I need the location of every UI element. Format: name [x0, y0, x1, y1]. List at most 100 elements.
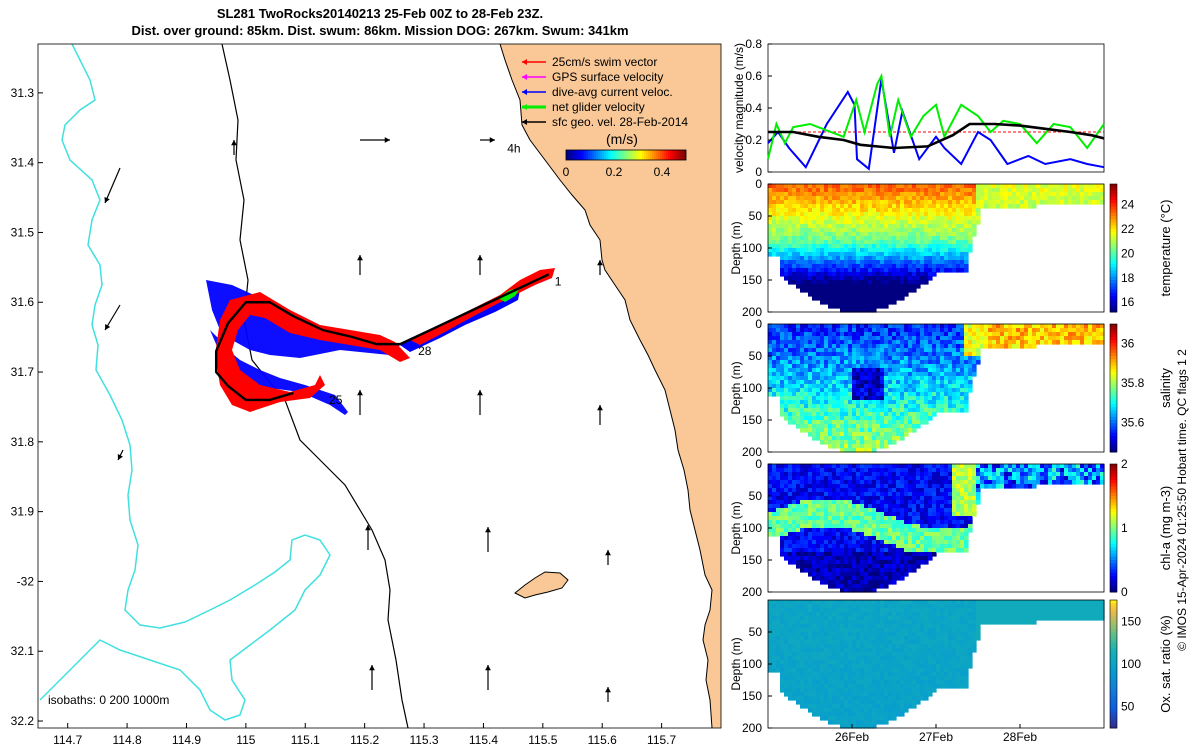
profile-cell [828, 404, 833, 409]
profile-cell [976, 496, 981, 501]
profile-cell [1012, 476, 1017, 481]
profile-cell [872, 428, 877, 433]
profile-cell [808, 500, 813, 505]
profile-cell [848, 324, 853, 329]
profile-cell [1080, 332, 1085, 337]
profile-cell [932, 228, 937, 233]
profile-cell [868, 232, 873, 237]
profile-cell [928, 240, 933, 245]
profile-cell [784, 228, 789, 233]
profile-cell [864, 508, 869, 513]
profile-cell [896, 560, 901, 565]
profile-cell [776, 384, 781, 389]
profile-cell [932, 188, 937, 193]
profile-cell [856, 428, 861, 433]
profile-cell [908, 188, 913, 193]
profile-cell [876, 272, 881, 277]
profile-cell [852, 580, 857, 585]
profile-cell [848, 336, 853, 341]
profile-cell [812, 420, 817, 425]
profile-cell [788, 204, 793, 209]
profile-cell [916, 368, 921, 373]
profile-cell [952, 464, 957, 469]
profile-cell [820, 436, 825, 441]
legend-colorbar-cell [652, 150, 655, 160]
profile-cell [820, 328, 825, 333]
profile-cell [952, 356, 957, 361]
profile-cell [796, 504, 801, 509]
profile-cell [880, 404, 885, 409]
colorbar-cell [1110, 270, 1117, 275]
profile-cell [864, 516, 869, 521]
profile-cell [1056, 468, 1061, 473]
profile-cell [968, 220, 973, 225]
profile-cell [768, 236, 773, 241]
profile-cell [864, 292, 869, 297]
profile-cell [1060, 184, 1065, 189]
profile-cell [1000, 204, 1005, 209]
profile-cell [772, 248, 777, 253]
profile-cell [880, 324, 885, 329]
profile-cell [956, 260, 961, 265]
profile-cell [924, 328, 929, 333]
profile-cell [936, 188, 941, 193]
profile-cell [824, 560, 829, 565]
profile-cell [780, 396, 785, 401]
profile-cell [788, 224, 793, 229]
profile-cell [876, 560, 881, 565]
profile-cell [832, 276, 837, 281]
profile-cell [912, 476, 917, 481]
profile-cell [1056, 340, 1061, 345]
profile-cell [836, 292, 841, 297]
profile-cell [892, 372, 897, 377]
profile-cell [964, 196, 969, 201]
profile-cell [912, 388, 917, 393]
profile-cell [776, 212, 781, 217]
profile-cell [1044, 476, 1049, 481]
profile-cell [892, 236, 897, 241]
profile-cell [908, 540, 913, 545]
profile-cell [1084, 200, 1089, 205]
profile-cell [836, 464, 841, 469]
profile-cell [896, 220, 901, 225]
profile-cell [780, 372, 785, 377]
profile-cell [956, 268, 961, 273]
profile-cell [860, 496, 865, 501]
x-tick-label: 115.6 [588, 733, 617, 747]
profile-cell [792, 220, 797, 225]
profile-cell [852, 472, 857, 477]
profile-cell [1092, 184, 1097, 189]
profile-cell [904, 464, 909, 469]
profile-cell [844, 244, 849, 249]
profile-cell [880, 340, 885, 345]
profile-cell [808, 396, 813, 401]
profile-cell [924, 544, 929, 549]
profile-cell [852, 440, 857, 445]
profile-cell [792, 492, 797, 497]
profile-cell [872, 216, 877, 221]
profile-cell [820, 508, 825, 513]
profile-cell [884, 352, 889, 357]
profile-cell [836, 548, 841, 553]
profile-cell [856, 388, 861, 393]
profile-cell [820, 420, 825, 425]
profile-cell [896, 512, 901, 517]
profile-cell [880, 576, 885, 581]
profile-cell [848, 332, 853, 337]
profile-cell [936, 548, 941, 553]
profile-cell [996, 344, 1001, 349]
geo-velocity-arrowhead [369, 665, 375, 671]
profile-cell [1056, 196, 1061, 201]
profile-cell [812, 280, 817, 285]
profile-cell [800, 260, 805, 265]
profile-cell [856, 364, 861, 369]
profile-cell [800, 484, 805, 489]
profile-cell [768, 220, 773, 225]
profile-cell [864, 324, 869, 329]
profile-cell [848, 584, 853, 589]
profile-y-tick-label: 0 [755, 177, 762, 191]
profile-cell [804, 532, 809, 537]
profile-cell [968, 324, 973, 329]
profile-cell [804, 248, 809, 253]
